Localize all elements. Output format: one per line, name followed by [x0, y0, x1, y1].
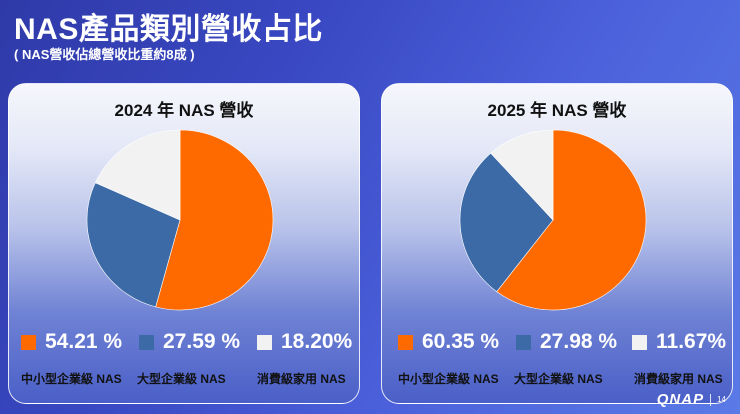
chart-title-2025: 2025 年 NAS 營收: [487, 101, 627, 120]
category-label-smb-2024: 中小型企業級 NAS: [21, 372, 122, 386]
value-label-smb-2024: 54.21 %: [45, 330, 123, 353]
category-label-enterprise-2024: 大型企業級 NAS: [137, 372, 226, 386]
pie-slice-smb-2025: [496, 129, 647, 311]
qnap-logo: QNAP: [656, 391, 705, 408]
value-label-consumer-2024: 18.20%: [281, 330, 353, 353]
legend-swatch-consumer: [257, 334, 272, 350]
legend-item-consumer-2025: 11.67%: [632, 327, 726, 357]
legend-swatch-smb: [21, 334, 36, 350]
chart-panel-2025: 2025 年 NAS 營收 60.35 % 27.98 % 11.67% 中小型…: [381, 83, 733, 404]
legend-swatch-enterprise: [139, 334, 154, 350]
pie-chart-2024: [86, 129, 274, 311]
pie-slice-smb-2024: [155, 129, 274, 311]
category-label-smb-2025: 中小型企業級 NAS: [398, 372, 499, 386]
chart-panel-2024: 2024 年 NAS 營收 54.21 % 27.59 % 18.20% 中小型…: [8, 83, 360, 404]
pie-slice-consumer-2025: [490, 129, 554, 221]
legend-item-enterprise-2025: 27.98 %: [516, 327, 617, 357]
pie-slice-enterprise-2024: [86, 182, 181, 308]
legend-swatch-enterprise: [516, 334, 531, 350]
footer-divider: [710, 393, 712, 406]
category-label-enterprise-2025: 大型企業級 NAS: [514, 372, 603, 386]
page-subtitle: ( NAS營收佔總營收比重約8成 ): [14, 47, 195, 62]
value-label-enterprise-2025: 27.98 %: [540, 330, 618, 353]
legend-swatch-consumer: [632, 334, 647, 350]
pie-slice-consumer-2024: [94, 129, 181, 221]
legend-swatch-smb: [398, 334, 413, 350]
category-label-consumer-2025: 消費級家用 NAS: [634, 372, 723, 386]
legend-item-enterprise-2024: 27.59 %: [139, 327, 240, 357]
legend-item-consumer-2024: 18.20%: [257, 327, 352, 357]
pie-slice-enterprise-2025: [459, 152, 554, 293]
legend-item-smb-2025: 60.35 %: [398, 327, 499, 357]
footer: QNAP 14: [657, 391, 726, 408]
pie-chart-2025: [459, 129, 647, 311]
category-label-consumer-2024: 消費級家用 NAS: [257, 372, 346, 386]
value-label-enterprise-2024: 27.59 %: [163, 330, 241, 353]
chart-title-2024: 2024 年 NAS 營收: [114, 101, 254, 120]
legend-item-smb-2024: 54.21 %: [21, 327, 122, 357]
page-title: NAS產品類別營收占比: [14, 13, 323, 46]
value-label-smb-2025: 60.35 %: [422, 330, 500, 353]
value-label-consumer-2025: 11.67%: [656, 330, 727, 353]
page-number: 14: [717, 395, 726, 404]
